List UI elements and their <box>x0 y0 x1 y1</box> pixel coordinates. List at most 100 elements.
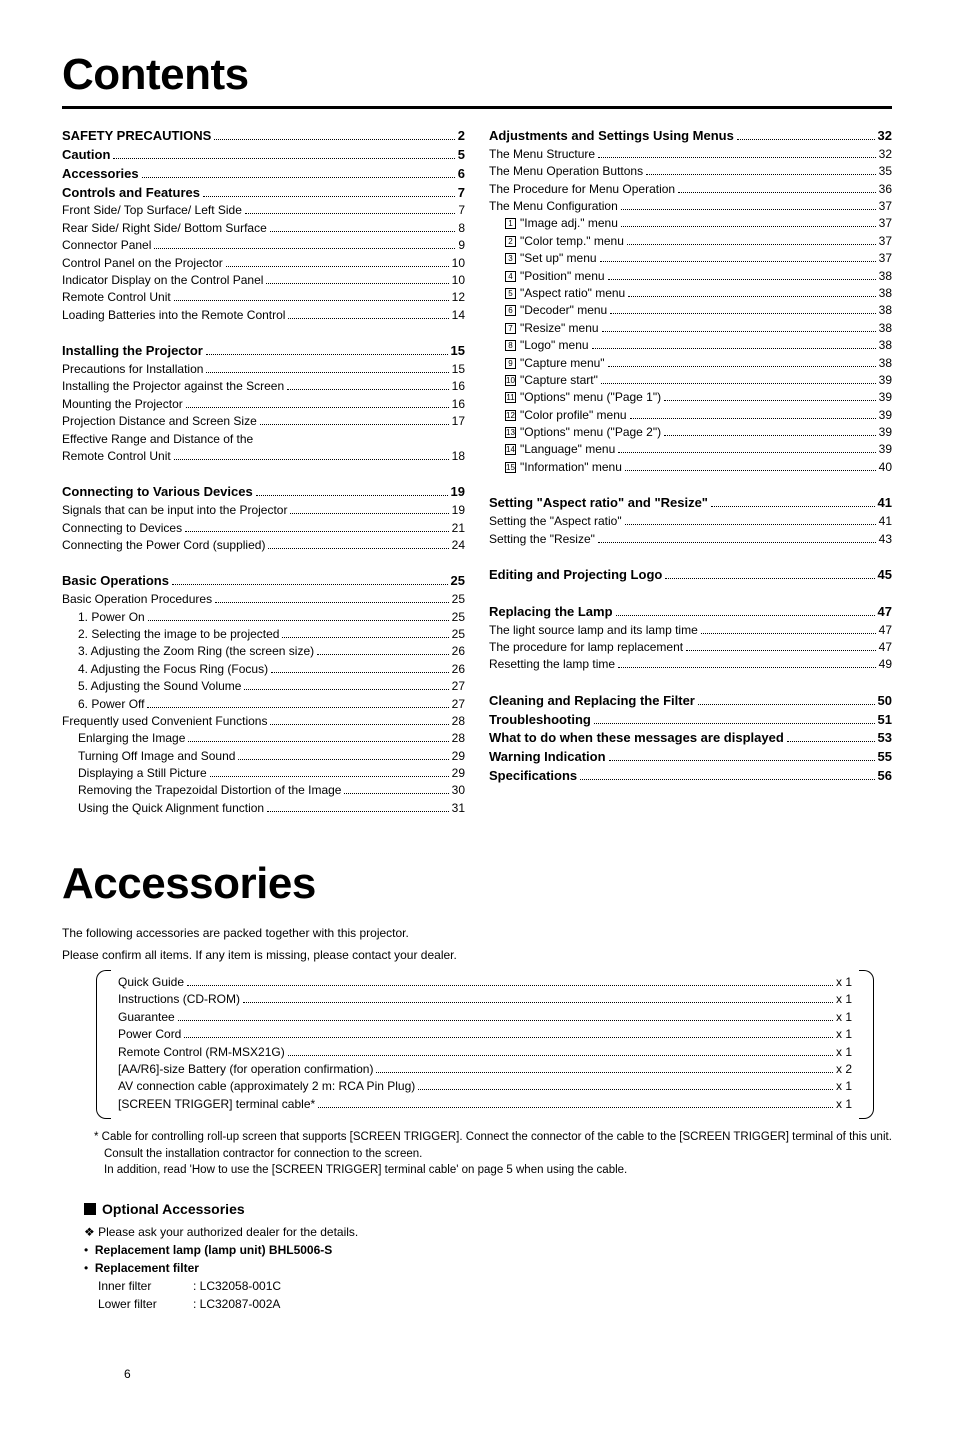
menu-number-icon: 1 <box>505 218 516 229</box>
toc-item: 2"Color temp." menu37 <box>489 233 892 250</box>
contents-heading: Contents <box>62 50 892 100</box>
toc-item: Front Side/ Top Surface/ Left Side7 <box>62 202 465 219</box>
toc-header: Connecting to Various Devices19 <box>62 483 465 502</box>
toc-item: Precautions for Installation15 <box>62 361 465 378</box>
toc-item: 9"Capture menu"38 <box>489 355 892 372</box>
toc-item: Frequently used Convenient Functions28 <box>62 713 465 730</box>
page-number: 6 <box>124 1367 131 1381</box>
toc-item: Resetting the lamp time49 <box>489 656 892 673</box>
toc-item: Connecting the Power Cord (supplied)24 <box>62 537 465 554</box>
toc-item: 4"Position" menu38 <box>489 268 892 285</box>
optional-accessories: Optional Accessories ❖ Please ask your a… <box>84 1201 892 1313</box>
menu-number-icon: 12 <box>505 410 516 421</box>
accessory-item: Remote Control (RM-MSX21G)x 1 <box>118 1044 852 1061</box>
menu-number-icon: 14 <box>505 444 516 455</box>
menu-number-icon: 2 <box>505 236 516 247</box>
toc-header: Accessories6 <box>62 165 465 184</box>
toc-item: Signals that can be input into the Proje… <box>62 502 465 519</box>
divider <box>62 106 892 109</box>
toc-header: Editing and Projecting Logo45 <box>489 566 892 585</box>
toc-item: The procedure for lamp replacement47 <box>489 639 892 656</box>
toc-item: The light source lamp and its lamp time4… <box>489 622 892 639</box>
accessory-item: Instructions (CD-ROM)x 1 <box>118 991 852 1008</box>
toc-item: 8"Logo" menu38 <box>489 337 892 354</box>
toc-item: Effective Range and Distance of the <box>62 431 465 448</box>
toc-header: Installing the Projector15 <box>62 342 465 361</box>
accessory-item: [AA/R6]-size Battery (for operation conf… <box>118 1061 852 1078</box>
square-bullet-icon <box>84 1203 96 1215</box>
toc-item: 14"Language" menu39 <box>489 441 892 458</box>
toc-item: The Procedure for Menu Operation36 <box>489 181 892 198</box>
toc-item: Indicator Display on the Control Panel10 <box>62 272 465 289</box>
toc-header: Replacing the Lamp47 <box>489 603 892 622</box>
toc-item: 4. Adjusting the Focus Ring (Focus)26 <box>62 661 465 678</box>
menu-number-icon: 11 <box>505 392 516 403</box>
toc-item: Setting the "Resize"43 <box>489 531 892 548</box>
toc-header: What to do when these messages are displ… <box>489 729 892 748</box>
toc-item: 15"Information" menu40 <box>489 459 892 476</box>
menu-number-icon: 5 <box>505 288 516 299</box>
toc-header: Cleaning and Replacing the Filter50 <box>489 692 892 711</box>
toc-item: The Menu Structure32 <box>489 146 892 163</box>
toc-item: 5"Aspect ratio" menu38 <box>489 285 892 302</box>
menu-number-icon: 13 <box>505 427 516 438</box>
toc-item: The Menu Operation Buttons35 <box>489 163 892 180</box>
filter-row: Lower filter: LC32087-002A <box>98 1295 892 1313</box>
toc-item: Using the Quick Alignment function31 <box>62 800 465 817</box>
menu-number-icon: 6 <box>505 305 516 316</box>
toc-item: Installing the Projector against the Scr… <box>62 378 465 395</box>
toc-item: Remote Control Unit12 <box>62 289 465 306</box>
toc-item: 5. Adjusting the Sound Volume27 <box>62 678 465 695</box>
toc-columns: SAFETY PRECAUTIONS2Caution5Accessories6C… <box>62 127 892 835</box>
accessory-item: [SCREEN TRIGGER] terminal cable*x 1 <box>118 1096 852 1113</box>
menu-number-icon: 8 <box>505 340 516 351</box>
toc-item: Projection Distance and Screen Size17 <box>62 413 465 430</box>
toc-header: Setting "Aspect ratio" and "Resize"41 <box>489 494 892 513</box>
toc-header: Basic Operations25 <box>62 572 465 591</box>
toc-item: The Menu Configuration37 <box>489 198 892 215</box>
toc-header: Adjustments and Settings Using Menus32 <box>489 127 892 146</box>
toc-item: 2. Selecting the image to be projected25 <box>62 626 465 643</box>
toc-item: 1. Power On25 <box>62 609 465 626</box>
toc-item: Displaying a Still Picture29 <box>62 765 465 782</box>
accessory-item: Guaranteex 1 <box>118 1009 852 1026</box>
toc-item: Control Panel on the Projector10 <box>62 255 465 272</box>
toc-item: 1"Image adj." menu37 <box>489 215 892 232</box>
toc-item: Setting the "Aspect ratio"41 <box>489 513 892 530</box>
accessory-item: Quick Guidex 1 <box>118 974 852 991</box>
accessories-heading: Accessories <box>62 859 892 909</box>
toc-item: Removing the Trapezoidal Distortion of t… <box>62 782 465 799</box>
optional-ask: ❖ Please ask your authorized dealer for … <box>84 1223 892 1241</box>
menu-number-icon: 4 <box>505 271 516 282</box>
toc-item: 6. Power Off27 <box>62 696 465 713</box>
menu-number-icon: 3 <box>505 253 516 264</box>
toc-item: Connecting to Devices21 <box>62 520 465 537</box>
toc-item: Basic Operation Procedures25 <box>62 591 465 608</box>
accessory-item: AV connection cable (approximately 2 m: … <box>118 1078 852 1095</box>
replacement-filter-header: • Replacement filter <box>84 1259 892 1277</box>
toc-item: 6"Decoder" menu38 <box>489 302 892 319</box>
menu-number-icon: 7 <box>505 323 516 334</box>
accessories-intro-2: Please confirm all items. If any item is… <box>62 947 892 964</box>
toc-header: SAFETY PRECAUTIONS2 <box>62 127 465 146</box>
menu-number-icon: 15 <box>505 462 516 473</box>
toc-header: Warning Indication55 <box>489 748 892 767</box>
toc-item: Connector Panel9 <box>62 237 465 254</box>
toc-item: Turning Off Image and Sound29 <box>62 748 465 765</box>
toc-item: Loading Batteries into the Remote Contro… <box>62 307 465 324</box>
toc-header: Troubleshooting51 <box>489 711 892 730</box>
toc-right-col: Adjustments and Settings Using Menus32Th… <box>489 127 892 835</box>
optional-header: Optional Accessories <box>84 1201 892 1217</box>
accessories-list-box: Quick Guidex 1Instructions (CD-ROM)x 1Gu… <box>96 970 874 1119</box>
replacement-lamp: • Replacement lamp (lamp unit) BHL5006-S <box>84 1241 892 1259</box>
toc-item: 13"Options" menu ("Page 2")39 <box>489 424 892 441</box>
menu-number-icon: 10 <box>505 375 516 386</box>
toc-item: 10"Capture start"39 <box>489 372 892 389</box>
toc-header: Controls and Features7 <box>62 184 465 203</box>
accessories-intro-1: The following accessories are packed tog… <box>62 925 892 942</box>
menu-number-icon: 9 <box>505 358 516 369</box>
toc-item: 3"Set up" menu37 <box>489 250 892 267</box>
toc-item: 7"Resize" menu38 <box>489 320 892 337</box>
toc-item: 11"Options" menu ("Page 1")39 <box>489 389 892 406</box>
toc-item: Remote Control Unit18 <box>62 448 465 465</box>
